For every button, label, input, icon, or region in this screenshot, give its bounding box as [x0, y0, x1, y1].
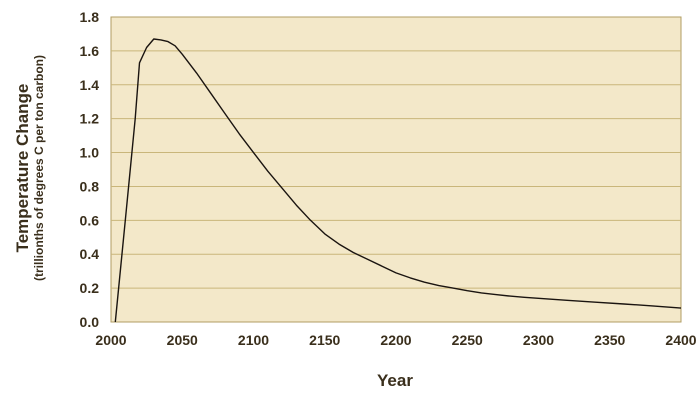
y-tick-label: 1.8 — [80, 9, 100, 25]
y-tick-label: 1.2 — [80, 111, 100, 127]
x-tick-label: 2300 — [523, 332, 554, 348]
x-axis-label: Year — [377, 371, 413, 390]
y-tick-label: 0.2 — [80, 280, 100, 296]
x-tick-labels: 2000 2050 2100 2150 2200 2250 2300 2350 2400 — [95, 332, 696, 348]
gridlines — [111, 50, 681, 289]
y-tick-label: 0.6 — [80, 212, 100, 228]
x-tick-label: 2250 — [452, 332, 483, 348]
y-tick-labels: 0.0 0.2 0.4 0.6 0.8 1.0 1.2 1.4 1.6 1.8 — [80, 9, 100, 330]
plot-area — [110, 16, 682, 323]
x-tick-label: 2350 — [594, 332, 625, 348]
series-line — [114, 38, 682, 323]
y-tick-label: 1.0 — [80, 145, 100, 161]
y-axis-label: Temperature Change — [13, 84, 32, 253]
x-tick-label: 2000 — [95, 332, 126, 348]
x-tick-label: 2100 — [238, 332, 269, 348]
y-tick-label: 1.6 — [80, 43, 100, 59]
y-tick-label: 0.4 — [80, 246, 100, 262]
x-tick-label: 2050 — [167, 332, 198, 348]
x-tick-label: 2200 — [380, 332, 411, 348]
y-axis-sublabel: (trillionths of degrees C per ton carbon… — [32, 55, 46, 281]
y-tick-label: 0.0 — [80, 314, 100, 330]
x-tick-label: 2150 — [309, 332, 340, 348]
y-tick-label: 1.4 — [80, 77, 100, 93]
x-tick-label: 2400 — [665, 332, 696, 348]
y-tick-label: 0.8 — [80, 178, 100, 194]
